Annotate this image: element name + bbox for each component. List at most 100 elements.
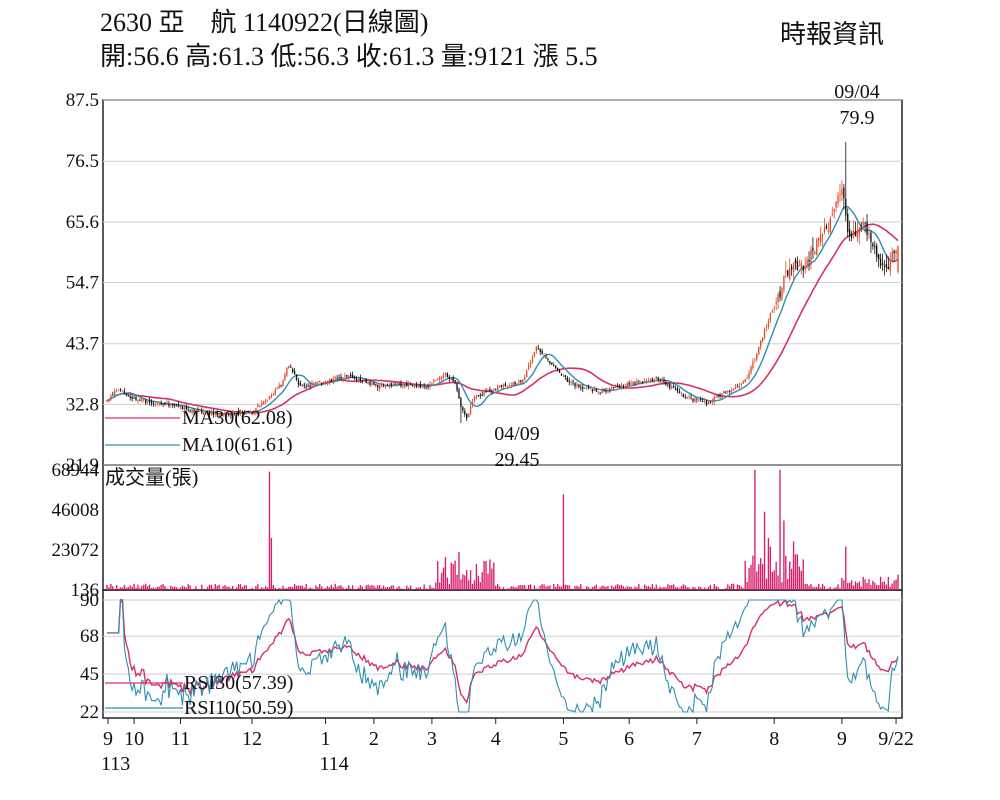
- candle-body: [282, 380, 284, 387]
- volume-bar: [487, 573, 489, 590]
- volume-bar: [483, 561, 485, 590]
- candle-body: [682, 394, 685, 398]
- candle-body: [611, 386, 613, 389]
- volume-bar: [529, 584, 532, 590]
- candle-body: [129, 395, 131, 398]
- candle-body: [881, 263, 884, 265]
- candle-body: [114, 391, 116, 396]
- volume-bar: [454, 560, 456, 590]
- candle-body: [676, 388, 679, 392]
- candle-body: [309, 385, 311, 387]
- volume-bar: [719, 588, 721, 590]
- volume-bar: [446, 577, 449, 590]
- volume-bar: [158, 586, 160, 590]
- volume-bar: [560, 586, 563, 590]
- candle-body: [775, 301, 777, 304]
- candle-body: [504, 383, 507, 387]
- candle-body: [460, 398, 462, 408]
- volume-bar: [518, 585, 520, 590]
- volume-bar: [276, 589, 278, 591]
- candle-body: [535, 346, 538, 352]
- candle-body: [152, 403, 155, 405]
- volume-bar: [686, 587, 688, 590]
- volume-bar: [601, 585, 603, 590]
- candle-body: [692, 398, 694, 402]
- volume-bar: [429, 584, 431, 590]
- volume-bar: [736, 584, 739, 590]
- candle-body: [895, 250, 897, 255]
- candle-body: [578, 384, 580, 387]
- volume-bar: [667, 584, 669, 590]
- candle-body: [576, 384, 578, 386]
- candle-body: [384, 385, 387, 387]
- candle-body: [241, 411, 244, 413]
- volume-bar: [876, 584, 878, 590]
- volume-bar: [396, 587, 398, 590]
- candle-body: [493, 389, 495, 391]
- candle-body: [616, 385, 619, 387]
- candle-body: [351, 374, 354, 378]
- volume-bar: [715, 586, 717, 590]
- candle-body: [110, 395, 112, 400]
- volume-bar: [359, 585, 362, 590]
- volume-bar: [363, 589, 365, 590]
- volume-bar: [760, 558, 762, 590]
- volume-bar: [481, 572, 483, 590]
- volume-bar: [854, 581, 857, 590]
- volume-bar: [491, 568, 493, 590]
- volume-bar: [280, 588, 282, 590]
- candle-body: [332, 378, 334, 383]
- volume-bar: [257, 584, 259, 590]
- candle-body: [680, 393, 683, 394]
- volume-bar: [232, 586, 234, 590]
- candle-body: [649, 378, 652, 381]
- candle-body: [597, 391, 599, 393]
- volume-bar: [881, 582, 884, 590]
- volume-bar: [305, 583, 307, 590]
- candle-body: [876, 245, 878, 258]
- volume-bar: [334, 583, 336, 590]
- volume-bar: [690, 589, 692, 590]
- rsi-tick-label: 68: [80, 626, 99, 647]
- volume-bar: [769, 546, 772, 590]
- volume-bar: [425, 588, 427, 590]
- volume-bar: [226, 586, 228, 590]
- candle-body: [549, 361, 551, 364]
- candle-body: [564, 375, 567, 378]
- volume-bar: [779, 470, 781, 590]
- volume-bar: [295, 585, 298, 590]
- candle-body: [642, 381, 644, 383]
- x-tick-label: 5: [558, 728, 568, 750]
- volume-bar: [731, 583, 733, 590]
- volume-bar: [713, 583, 715, 590]
- volume-bar: [841, 578, 843, 590]
- volume-bar: [572, 589, 574, 591]
- candle-body: [483, 391, 485, 396]
- candle-body: [409, 384, 412, 385]
- candle-body: [467, 413, 470, 418]
- volume-bar: [423, 584, 425, 590]
- high-date: 09/04: [834, 81, 880, 103]
- volume-bar: [375, 587, 377, 590]
- candle-body: [359, 377, 362, 381]
- volume-bar: [576, 585, 578, 590]
- candle-body: [823, 227, 826, 233]
- candle-body: [771, 311, 773, 313]
- candle-body: [382, 386, 385, 388]
- candle-body: [427, 386, 429, 388]
- volume-bar: [278, 588, 280, 590]
- candle-body: [885, 263, 888, 268]
- volume-bar: [533, 585, 536, 590]
- candle-body: [342, 377, 344, 381]
- volume-bar: [688, 587, 690, 590]
- candle-body: [727, 390, 729, 392]
- ma30-line: [106, 223, 899, 414]
- volume-bar: [599, 587, 601, 590]
- volume-bar: [458, 551, 460, 590]
- candle-body: [889, 260, 891, 271]
- candle-body: [754, 359, 756, 361]
- volume-bar: [379, 585, 381, 590]
- volume-bar: [616, 583, 619, 590]
- candle-body: [371, 383, 373, 385]
- volume-bar: [348, 585, 350, 590]
